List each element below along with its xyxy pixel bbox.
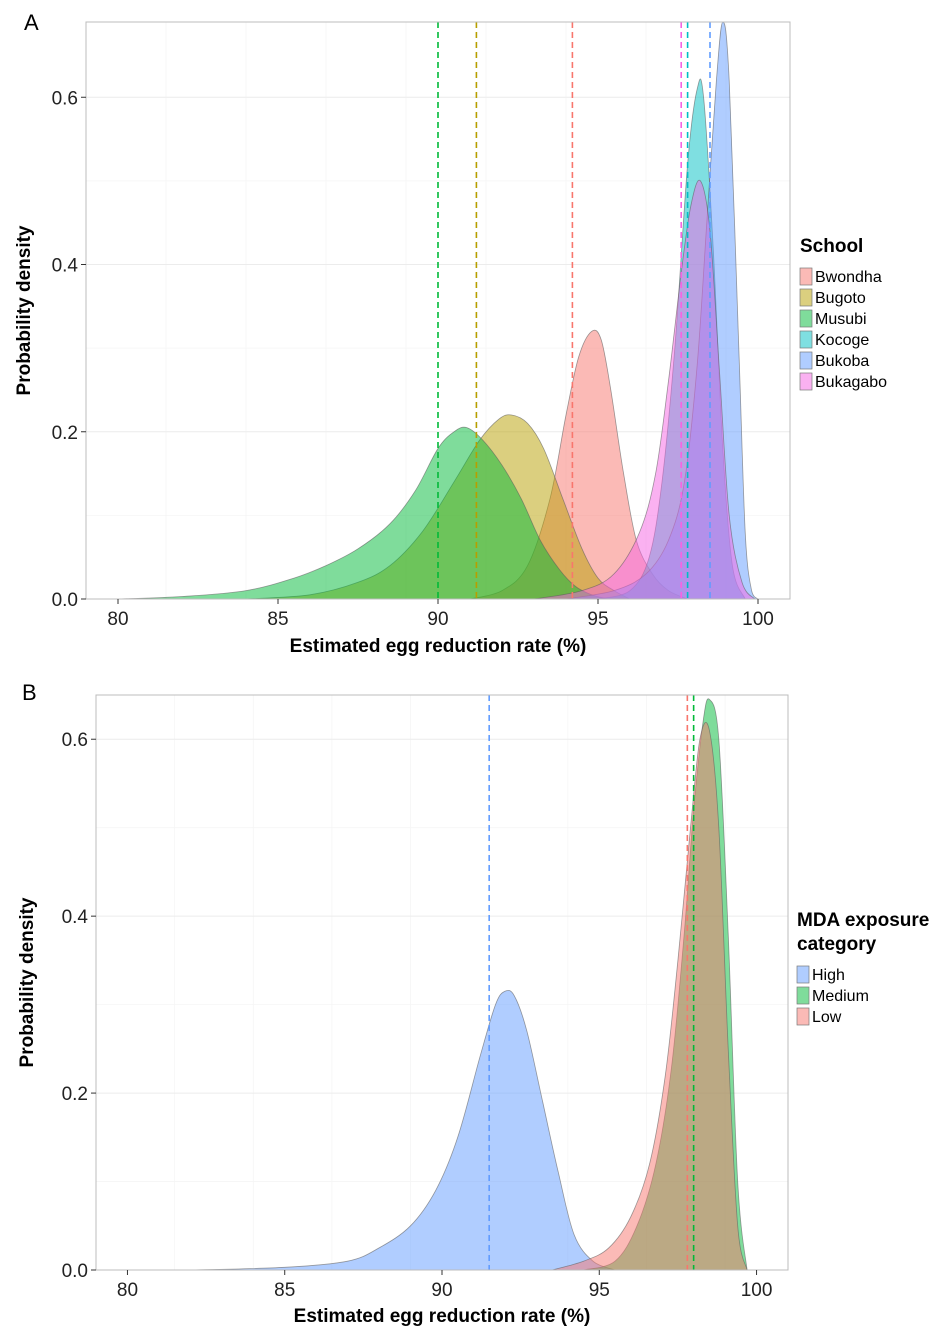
x-axis-title: Estimated egg reduction rate (%) — [290, 636, 587, 657]
legend-swatch-medium — [796, 986, 810, 1005]
y-tick-label: 0.2 — [52, 423, 78, 444]
panel-label: A — [24, 10, 39, 35]
chart-panel-a: A 0.0 0.2 0.4 0.6 80 85 90 95 100 Estimated egg re… — [14, 10, 887, 657]
x-axis-title: Estimated egg reduction rate (%) — [294, 1306, 591, 1327]
legend: School Bwondha Bugoto Musubi Kocoge Bukoba Buk… — [799, 236, 887, 391]
legend-swatch-bukagabo — [799, 372, 813, 391]
y-tick-label: 0.4 — [62, 907, 89, 928]
legend-swatch-bukoba — [799, 351, 813, 370]
mean-lines — [437, 22, 711, 599]
x-tick-label: 80 — [117, 1280, 138, 1301]
legend-label-musubi: Musubi — [815, 311, 867, 328]
legend-label-kocoge: Kocoge — [815, 332, 869, 349]
legend-label-bwondha: Bwondha — [815, 269, 882, 286]
y-tick-label: 0.6 — [62, 730, 88, 751]
density-area-high — [190, 989, 616, 1271]
legend-title: category — [797, 934, 877, 955]
legend-label-medium: Medium — [812, 988, 869, 1005]
y-axis-title: Probability density — [14, 225, 35, 395]
x-tick-label: 90 — [427, 609, 448, 630]
x-tick-label: 85 — [267, 609, 288, 630]
x-tick-label: 80 — [107, 609, 128, 630]
x-tick-label: 100 — [742, 609, 774, 630]
x-tick-label: 95 — [587, 609, 608, 630]
legend-swatch-bwondha — [799, 267, 813, 286]
legend-swatch-kocoge — [799, 330, 813, 349]
y-tick-label: 0.6 — [52, 88, 78, 109]
y-tick-label: 0.0 — [52, 590, 78, 611]
legend-label-bukagabo: Bukagabo — [815, 374, 887, 391]
density-areas — [190, 698, 748, 1271]
y-axis-title: Probability density — [17, 897, 38, 1067]
legend-title: School — [800, 236, 863, 257]
legend-title: MDA exposure — [797, 910, 929, 931]
x-axis: 80 85 90 95 100 — [107, 599, 774, 630]
legend-swatch-bugoto — [799, 288, 813, 307]
y-axis: 0.0 0.2 0.4 0.6 — [52, 88, 86, 611]
density-area-musubi — [117, 426, 608, 600]
chart-panel-b: B 0.0 0.2 0.4 0.6 80 85 90 95 100 Estimated egg re… — [17, 680, 929, 1327]
mean-lines — [488, 695, 695, 1270]
density-area-bukagabo — [533, 179, 756, 600]
legend-label-bugoto: Bugoto — [815, 290, 866, 307]
legend-label-low: Low — [812, 1009, 842, 1026]
x-tick-label: 95 — [589, 1280, 610, 1301]
x-axis: 80 85 90 95 100 — [117, 1270, 773, 1301]
density-area-low — [551, 722, 748, 1271]
legend-label-high: High — [812, 967, 845, 984]
x-tick-label: 85 — [274, 1280, 295, 1301]
y-axis: 0.0 0.2 0.4 0.6 — [62, 730, 96, 1282]
y-tick-label: 0.2 — [62, 1084, 88, 1105]
x-tick-label: 90 — [431, 1280, 452, 1301]
y-tick-label: 0.0 — [62, 1261, 88, 1282]
x-tick-label: 100 — [741, 1280, 773, 1301]
legend-swatch-low — [796, 1007, 810, 1026]
legend: MDA exposure category High Medium Low — [796, 910, 929, 1026]
y-tick-label: 0.4 — [52, 256, 79, 277]
legend-label-bukoba: Bukoba — [815, 353, 869, 370]
legend-swatch-high — [796, 965, 810, 984]
legend-swatch-musubi — [799, 309, 813, 328]
panel-label: B — [22, 680, 37, 705]
